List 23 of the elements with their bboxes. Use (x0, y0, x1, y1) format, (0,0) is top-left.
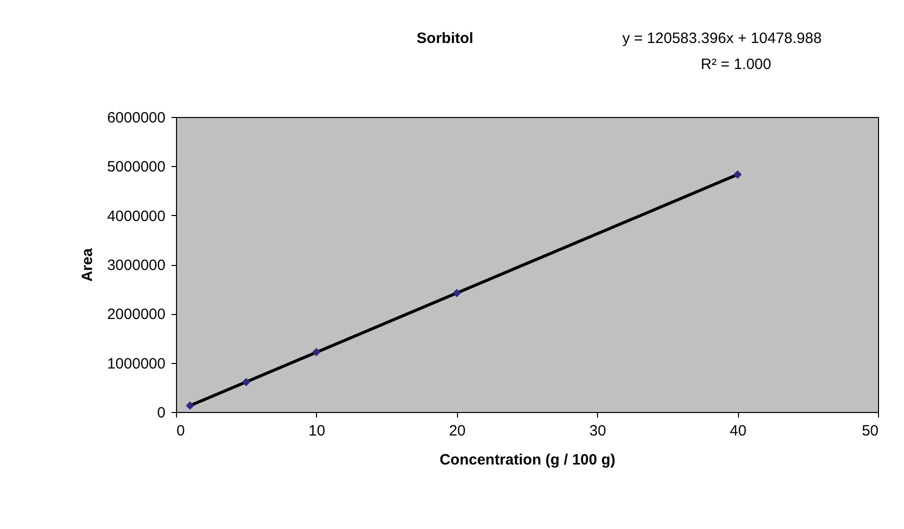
text: y = 120583.396x + 10478.988 (622, 30, 822, 47)
y-tick-label: 5000000 (107, 158, 166, 176)
point (186, 401, 194, 410)
point (242, 378, 250, 386)
x-tick-label: 50 (862, 422, 878, 440)
x-tick-label: 20 (448, 422, 466, 440)
text: R² = 1.000 (700, 56, 772, 73)
y-tick-label: 6000000 (107, 110, 166, 126)
x-tick-label: 40 (730, 422, 746, 440)
y-tick-label: 0 (157, 404, 166, 422)
point (312, 348, 321, 356)
chart-title: Sorbitol (416, 30, 474, 47)
y-axis-title: Area (79, 248, 96, 282)
x-tick-label: 30 (589, 422, 606, 440)
point (452, 288, 461, 298)
x-tick-label: 10 (308, 422, 326, 440)
y-tick-label: 2000000 (107, 306, 166, 324)
y-tick-label: 4000000 (107, 208, 166, 225)
y-tick-label: 1000000 (107, 355, 166, 372)
x-axis-title: Concentration (g / 100 g) (440, 452, 616, 468)
y-tick-label: 3000000 (107, 257, 166, 274)
point (733, 170, 742, 179)
x-tick-label: 0 (176, 422, 185, 440)
